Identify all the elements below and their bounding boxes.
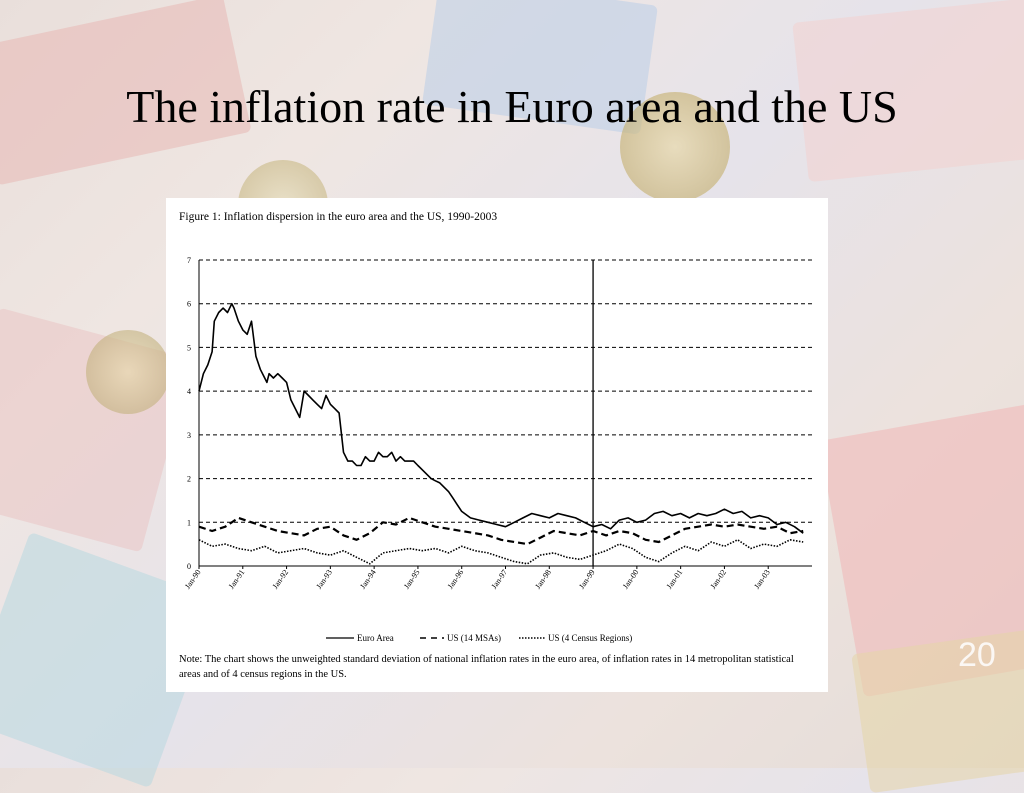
x-tick-label: Jan-01 <box>665 568 685 591</box>
grid-lines <box>199 259 812 523</box>
x-tick-label: Jan-98 <box>533 568 553 591</box>
y-tick-label: 5 <box>187 343 191 352</box>
y-tick-label: 7 <box>187 256 191 265</box>
background-banknote <box>851 626 1024 793</box>
x-tick-label: Jan-03 <box>752 568 772 591</box>
y-tick-label: 2 <box>187 475 191 484</box>
x-tick-label: Jan-94 <box>358 568 378 591</box>
x-tick-label: Jan-90 <box>183 568 203 591</box>
x-tick-label: Jan-00 <box>621 568 641 591</box>
y-tick-label: 4 <box>187 387 191 396</box>
y-tick-label: 6 <box>187 300 191 309</box>
x-tick-label: Jan-99 <box>577 568 597 591</box>
series-lines <box>198 302 804 565</box>
x-tick-label: Jan-02 <box>708 568 728 591</box>
chart-svg: Figure 1: Inflation dispersion in the eu… <box>179 211 812 643</box>
y-tick-label: 3 <box>187 431 191 440</box>
chart-figure: Figure 1: Inflation dispersion in the eu… <box>166 198 828 692</box>
axes: 0 1 2 3 4 5 6 7 Jan-90 Jan-91 Jan-92 Jan-93 Jan-94 Ja… <box>183 256 812 591</box>
page-number: 20 <box>958 636 996 674</box>
x-tick-label: Jan-93 <box>314 568 334 591</box>
y-tick-label: 1 <box>187 518 191 527</box>
series-line-us-4-census-regions <box>198 539 804 565</box>
y-tick-label: 0 <box>187 562 191 571</box>
x-tick-label: Jan-92 <box>271 568 291 591</box>
legend: Euro Area US (14 MSAs) US (4 Census Regi… <box>326 633 632 643</box>
series-line-euro-area <box>198 302 804 534</box>
background-coin <box>620 92 730 202</box>
x-tick-label: Jan-95 <box>402 568 422 591</box>
legend-us4-label: US (4 Census Regions) <box>548 633 632 643</box>
chart-title: Figure 1: Inflation dispersion in the eu… <box>179 211 497 223</box>
x-tick-label: Jan-91 <box>227 568 247 591</box>
background-coin <box>86 330 170 414</box>
x-tick-label: Jan-96 <box>446 568 466 591</box>
series-line-us-14-msas <box>198 516 804 546</box>
legend-euro-label: Euro Area <box>357 633 394 643</box>
x-tick-label: Jan-97 <box>490 568 510 591</box>
slide-title: The inflation rate in Euro area and the … <box>126 81 898 132</box>
legend-us14-label: US (14 MSAs) <box>447 633 501 643</box>
chart-note: Note: The chart shows the unweighted sta… <box>179 654 794 680</box>
